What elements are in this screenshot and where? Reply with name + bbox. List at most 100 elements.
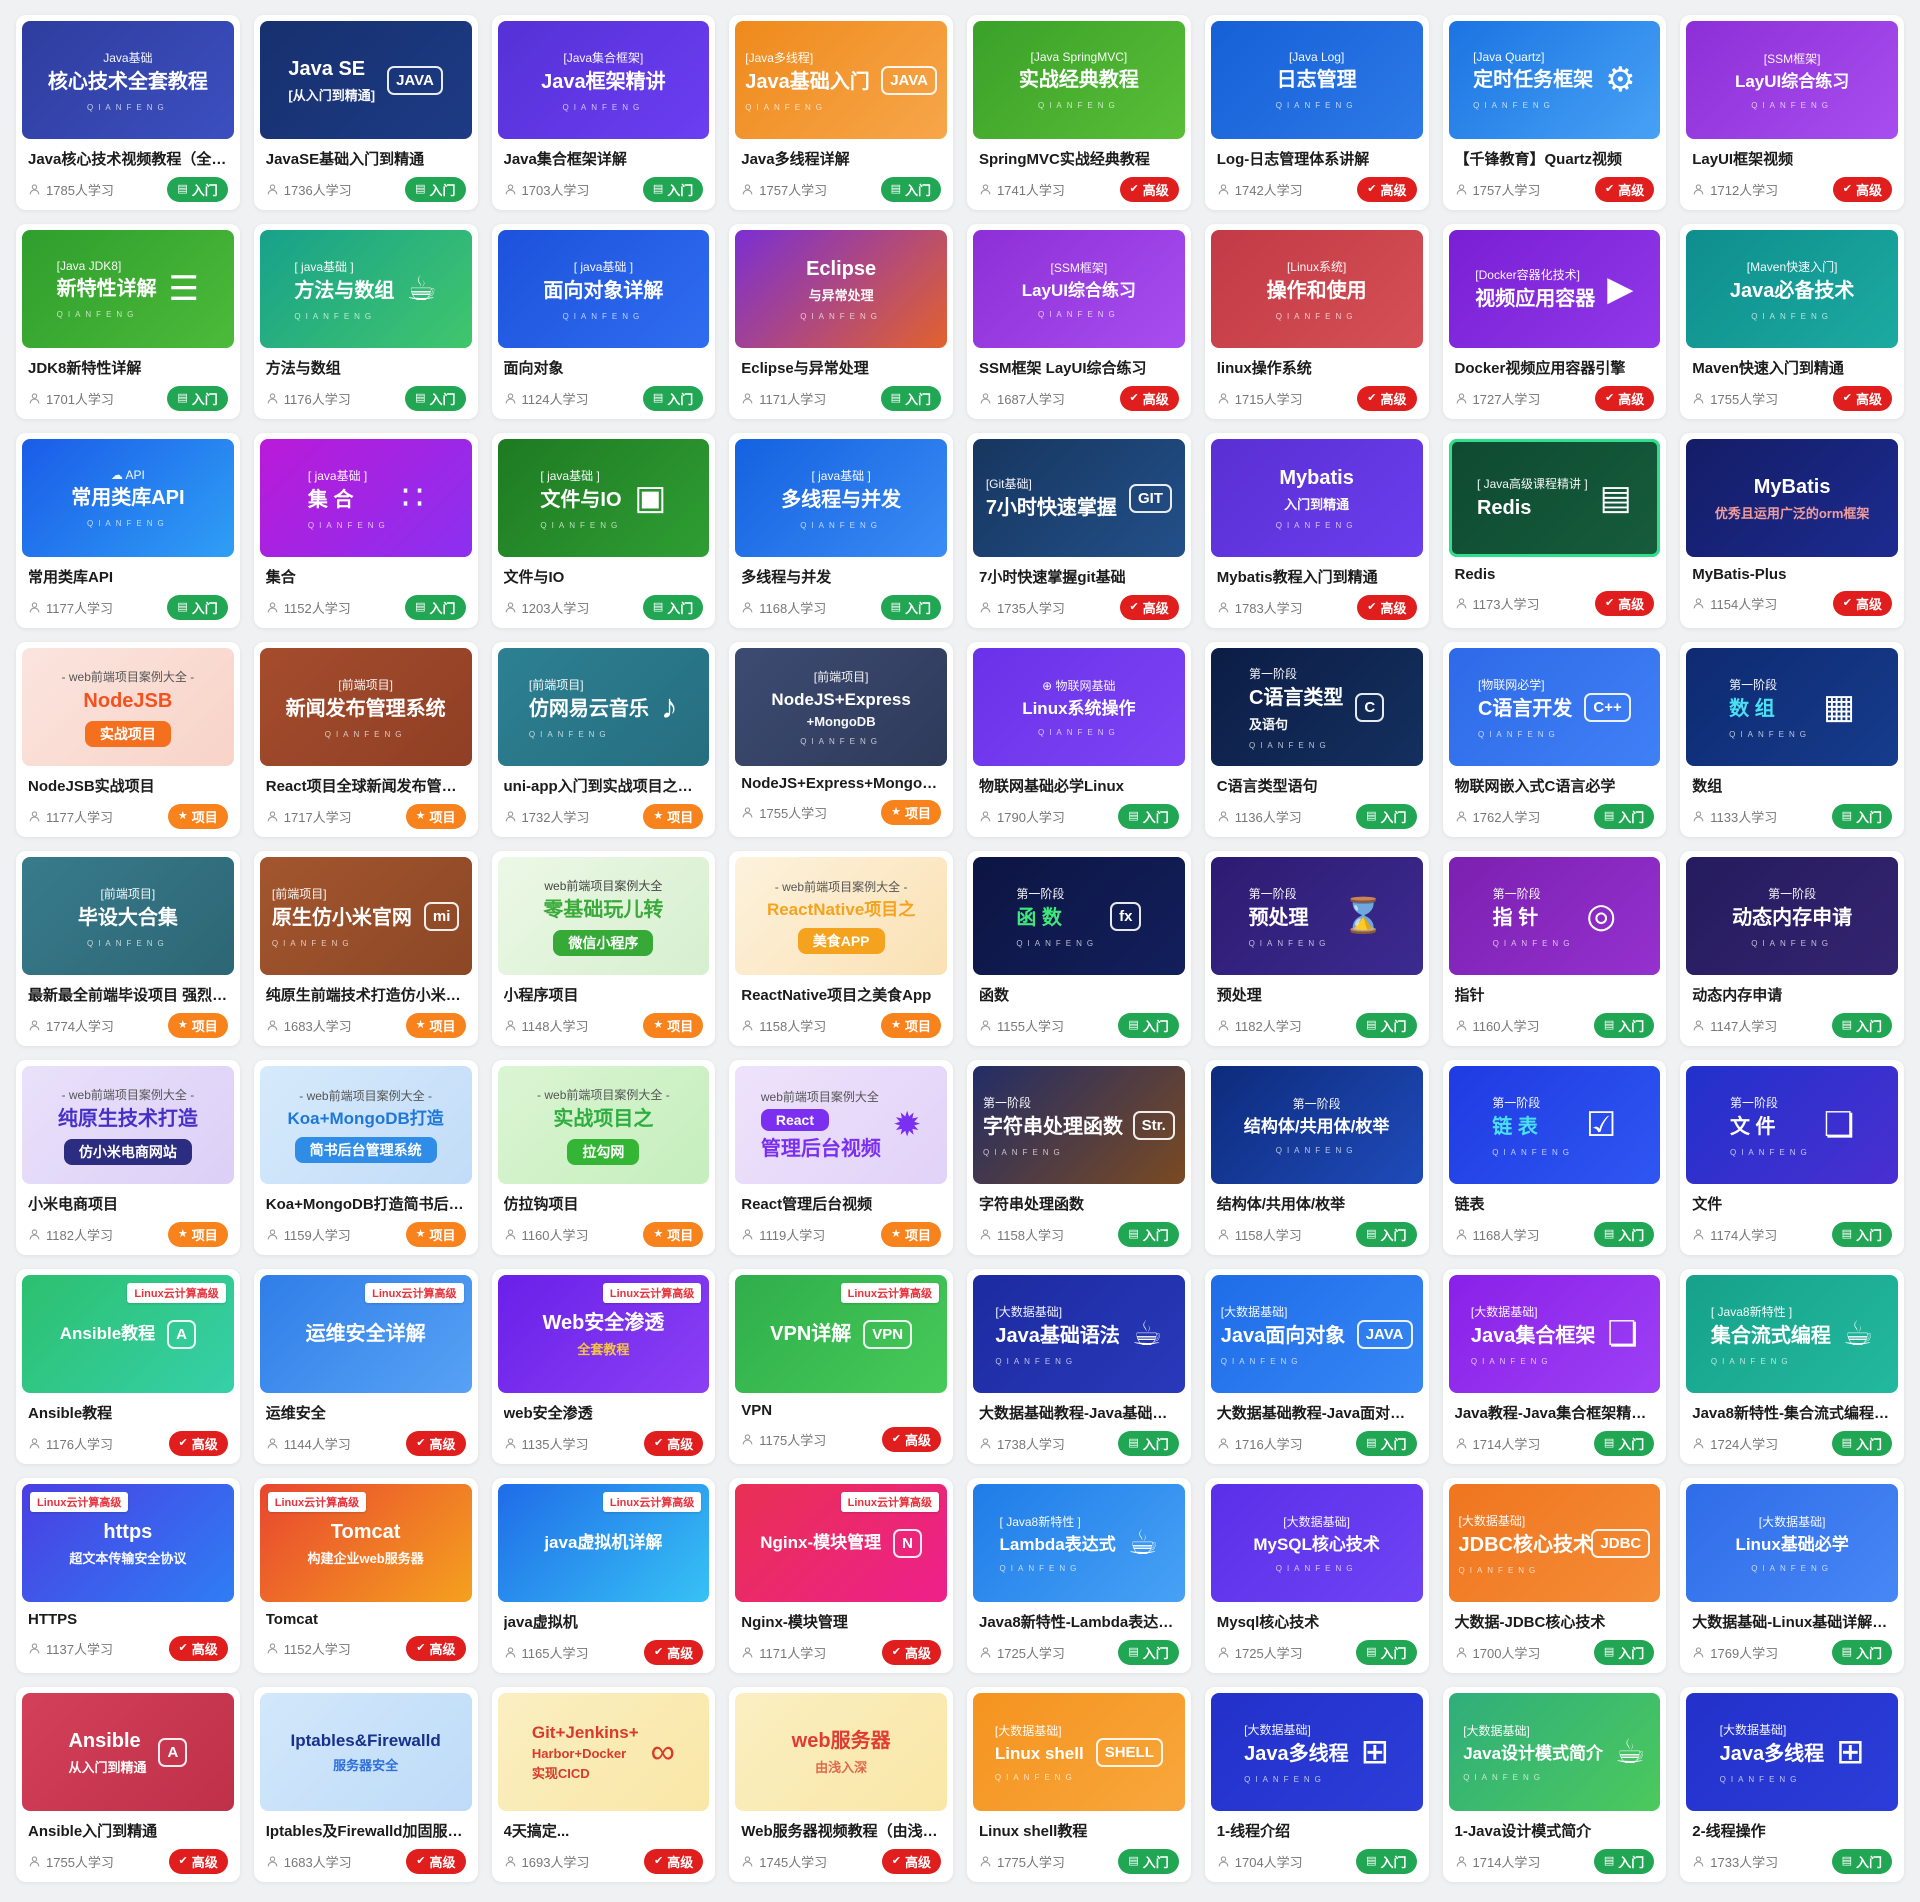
course-card[interactable]: 第一阶段 数 组 QIANFENG ▦ 数组 1133人学习 (1680, 642, 1904, 837)
course-title[interactable]: 仿拉钩项目 (503, 1196, 579, 1213)
course-card[interactable]: [ java基础 ] 方法与数组 QIANFENG ☕ 方法与数组 1176人学… (253, 224, 478, 419)
course-card[interactable]: [前端项目] 毕设大合集 QIANFENG 最新最全前端毕设项目 强烈建... … (16, 851, 240, 1046)
course-title[interactable]: 指针 (1454, 987, 1485, 1004)
course-card[interactable]: [Maven快速入门] Java必备技术 QIANFENG Maven快速入门到… (1680, 224, 1904, 419)
course-card[interactable]: web服务器 由浅入深 Web服务器视频教程（由浅入... 1745人学习 ✔ (729, 1687, 953, 1882)
course-card[interactable]: [Java多线程] Java基础入门 QIANFENG JAVA Java多线程… (729, 15, 953, 210)
course-title[interactable]: linux操作系统 (1216, 360, 1312, 377)
course-title[interactable]: 2-线程操作 (1692, 1823, 1766, 1840)
course-title[interactable]: web安全渗透 (503, 1405, 593, 1422)
course-title[interactable]: 大数据基础教程-Java基础语法 (979, 1405, 1179, 1422)
course-card[interactable]: [ java基础 ] 集 合 QIANFENG ∷ 集合 1152人学习 (253, 433, 478, 628)
course-card[interactable]: 第一阶段 预处理 QIANFENG ⌛ 预处理 1182人学习 (1204, 851, 1429, 1046)
course-title[interactable]: 大数据-JDBC核心技术 (1454, 1614, 1606, 1631)
course-card[interactable]: Git+Jenkins+ Harbor+Docker 实现CICD ∞ 4天搞定… (491, 1687, 716, 1882)
course-card[interactable]: [Java SpringMVC] 实战经典教程 QIANFENG SpringM… (967, 15, 1191, 210)
course-title[interactable]: SSM框架 LayUI综合练习 (979, 360, 1147, 377)
course-card[interactable]: [Java Quartz] 定时任务框架 QIANFENG ⚙ 【千锋教育】Qu… (1442, 15, 1667, 210)
course-card[interactable]: [前端项目] NodeJS+Express +MongoDB QIANFENG … (729, 642, 953, 837)
course-card[interactable]: [大数据基础] MySQL核心技术 QIANFENG Mysql核心技术 172… (1204, 1478, 1429, 1673)
course-title[interactable]: NodeJS+Express+MongoD... (741, 775, 941, 792)
course-title[interactable]: 字符串处理函数 (979, 1196, 1085, 1213)
course-title[interactable]: 大数据基础-Linux基础详解课程 (1692, 1614, 1892, 1631)
course-card[interactable]: [Linux系统] 操作和使用 QIANFENG linux操作系统 1715人… (1204, 224, 1429, 419)
course-card[interactable]: Linux云计算高级 Ansible教程 A Ansible教程 (16, 1269, 240, 1464)
course-title[interactable]: MyBatis-Plus (1692, 566, 1787, 583)
course-title[interactable]: 面向对象 (503, 360, 564, 377)
course-title[interactable]: 数组 (1692, 778, 1723, 795)
course-card[interactable]: [SSM框架] LayUI综合练习 QIANFENG LayUI框架视频 171… (1680, 15, 1904, 210)
course-card[interactable]: 第一阶段 函 数 QIANFENG fx 函数 1155人学习 (967, 851, 1191, 1046)
course-title[interactable]: LayUI框架视频 (1692, 151, 1794, 168)
course-title[interactable]: VPN (741, 1402, 773, 1419)
course-title[interactable]: 运维安全 (265, 1405, 326, 1422)
course-title[interactable]: 7小时快速掌握git基础 (979, 569, 1126, 586)
course-card[interactable]: Linux云计算高级 VPN详解 VPN VPN (729, 1269, 953, 1464)
course-card[interactable]: web前端项目案例大全 零基础玩儿转 微信小程序 小程序项目 1148人学习 (491, 851, 716, 1046)
course-card[interactable]: Ansible 从入门到精通 A Ansible入门到精通 1755人学习 ✔ (16, 1687, 240, 1882)
course-card[interactable]: 第一阶段 文 件 QIANFENG ❏ 文件 1174人学习 (1680, 1060, 1904, 1255)
course-card[interactable]: 第一阶段 字符串处理函数 QIANFENG Str. 字符串处理函数 1158人… (967, 1060, 1191, 1255)
course-card[interactable]: - web前端项目案例大全 - 实战项目之 拉勾网 仿拉钩项目 1160人学习 (491, 1060, 716, 1255)
course-title[interactable]: java虚拟机 (503, 1614, 578, 1631)
course-title[interactable]: Tomcat (265, 1611, 318, 1628)
course-title[interactable]: HTTPS (28, 1611, 78, 1628)
course-title[interactable]: Java8新特性-集合流式编程（... (1692, 1405, 1892, 1422)
course-card[interactable]: - web前端项目案例大全 - NodeJSB 实战项目 NodeJSB实战项目… (16, 642, 240, 837)
course-title[interactable]: 集合 (265, 569, 296, 586)
course-card[interactable]: Eclipse 与异常处理 QIANFENG Eclipse与异常处理 1171… (729, 224, 953, 419)
course-title[interactable]: 动态内存申请 (1692, 987, 1783, 1004)
course-title[interactable]: Nginx-模块管理 (741, 1614, 848, 1631)
course-card[interactable]: [ java基础 ] 多线程与并发 QIANFENG 多线程与并发 1168人学… (729, 433, 953, 628)
course-title[interactable]: 【千锋教育】Quartz视频 (1454, 151, 1623, 168)
course-title[interactable]: ReactNative项目之美食App (741, 987, 932, 1004)
course-card[interactable]: [ Java8新特性 ] Lambda表达式 QIANFENG ☕ Java8新… (967, 1478, 1191, 1673)
course-card[interactable]: [大数据基础] Java集合框架 QIANFENG ❏ Java教程-Java集… (1442, 1269, 1667, 1464)
course-card[interactable]: [物联网必学] C语言开发 QIANFENG C++ 物联网嵌入式C语言必学 1… (1442, 642, 1667, 837)
course-title[interactable]: 物联网嵌入式C语言必学 (1454, 778, 1616, 795)
course-title[interactable]: JavaSE基础入门到精通 (265, 151, 425, 168)
course-title[interactable]: Java集合框架详解 (503, 151, 627, 168)
course-card[interactable]: [大数据基础] Java多线程 QIANFENG ⊞ 2-线程操作 1733人学… (1680, 1687, 1904, 1882)
course-title[interactable]: 文件与IO (503, 569, 565, 586)
course-title[interactable]: Java8新特性-Lambda表达式... (979, 1614, 1179, 1631)
course-title[interactable]: Linux shell教程 (979, 1823, 1088, 1840)
course-card[interactable]: ⊕ 物联网基础 Linux系统操作 QIANFENG 物联网基础必学Linux … (967, 642, 1191, 837)
course-title[interactable]: Java教程-Java集合框架精讲（... (1454, 1405, 1655, 1422)
course-title[interactable]: 多线程与并发 (741, 569, 832, 586)
course-title[interactable]: 大数据基础教程-Java面对象编程 (1216, 1405, 1417, 1422)
course-title[interactable]: NodeJSB实战项目 (28, 778, 155, 795)
course-title[interactable]: 文件 (1692, 1196, 1723, 1213)
course-card[interactable]: 第一阶段 指 针 QIANFENG ◎ 指针 1160人学习 (1442, 851, 1667, 1046)
course-card[interactable]: Iptables&Firewalld 服务器安全 Iptables及Firewa… (253, 1687, 478, 1882)
course-title[interactable]: Mybatis教程入门到精通 (1216, 569, 1378, 586)
course-title[interactable]: C语言类型语句 (1216, 778, 1318, 795)
course-card[interactable]: [ Java高级课程精讲 ] Redis ▤ Redis 1173人学习 (1442, 433, 1667, 628)
course-card[interactable]: [ Java8新特性 ] 集合流式编程 QIANFENG ☕ Java8新特性-… (1680, 1269, 1904, 1464)
course-card[interactable]: 第一阶段 动态内存申请 QIANFENG 动态内存申请 1147人学习 (1680, 851, 1904, 1046)
course-card[interactable]: [Java集合框架] Java框架精讲 QIANFENG Java集合框架详解 … (491, 15, 716, 210)
course-card[interactable]: Java基础 核心技术全套教程 QIANFENG Java核心技术视频教程（全套… (16, 15, 240, 210)
course-title[interactable]: 小米电商项目 (28, 1196, 119, 1213)
course-card[interactable]: - web前端项目案例大全 - Koa+MongoDB打造 简书后台管理系统 K… (253, 1060, 478, 1255)
course-title[interactable]: SpringMVC实战经典教程 (979, 151, 1150, 168)
course-card[interactable]: Mybatis 入门到精通 QIANFENG Mybatis教程入门到精通 17… (1204, 433, 1429, 628)
course-card[interactable]: Linux云计算高级 运维安全详解 运维安全 (253, 1269, 478, 1464)
course-card[interactable]: 第一阶段 链 表 QIANFENG ☑ 链表 1168人学习 (1442, 1060, 1667, 1255)
course-card[interactable]: [大数据基础] Java设计模式简介 QIANFENG ☕ 1-Java设计模式… (1442, 1687, 1667, 1882)
course-card[interactable]: [Docker容器化技术] 视频应用容器 ▶ Docker视频应用容器引擎 17… (1442, 224, 1667, 419)
course-title[interactable]: Iptables及Firewalld加固服务... (265, 1823, 466, 1840)
course-card[interactable]: Linux云计算高级 https 超文本传输安全协议 HTTPS (16, 1478, 240, 1673)
course-card[interactable]: 第一阶段 C语言类型 及语句 QIANFENG C C语言类型语句 1136人学… (1204, 642, 1429, 837)
course-card[interactable]: [大数据基础] Linux基础必学 QIANFENG 大数据基础-Linux基础… (1680, 1478, 1904, 1673)
course-card[interactable]: Linux云计算高级 Web安全渗透 全套教程 web安全渗透 (491, 1269, 716, 1464)
course-title[interactable]: 常用类库API (28, 569, 114, 586)
course-title[interactable]: Web服务器视频教程（由浅入... (741, 1823, 941, 1840)
course-card[interactable]: - web前端项目案例大全 - 纯原生技术打造 仿小米电商网站 小米电商项目 1… (16, 1060, 240, 1255)
course-title[interactable]: 函数 (979, 987, 1010, 1004)
course-title[interactable]: Eclipse与异常处理 (741, 360, 869, 377)
course-card[interactable]: [Java JDK8] 新特性详解 QIANFENG ☰ JDK8新特性详解 1… (16, 224, 240, 419)
course-title[interactable]: 物联网基础必学Linux (979, 778, 1124, 795)
course-card[interactable]: [SSM框架] LayUI综合练习 QIANFENG SSM框架 LayUI综合… (967, 224, 1191, 419)
course-card[interactable]: 第一阶段 结构体/共用体/枚举 QIANFENG 结构体/共用体/枚举 1158… (1204, 1060, 1429, 1255)
